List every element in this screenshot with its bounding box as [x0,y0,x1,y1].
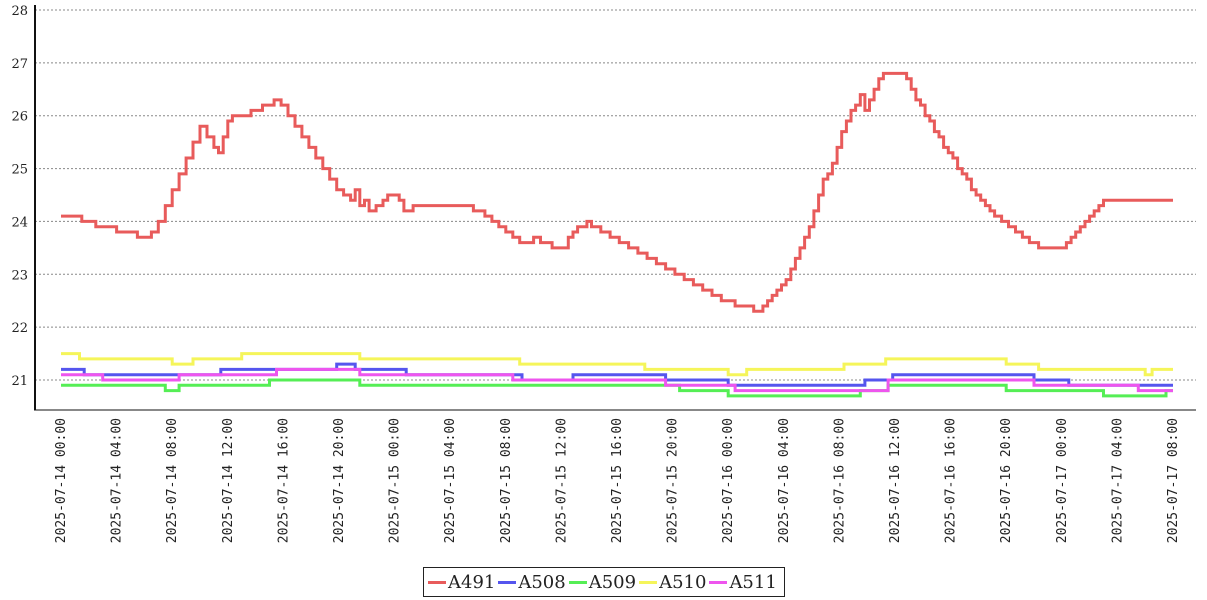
y-tick-label: 23 [11,268,28,283]
series-line-a509 [61,378,1173,398]
x-tick-label: 2025-07-15 04:00 [443,418,458,543]
series-line-a510 [61,352,1173,377]
x-tick-label: 2025-07-14 04:00 [110,418,125,543]
x-tick-label: 2025-07-15 00:00 [388,418,403,543]
legend-swatch [639,580,658,584]
series-line-a491 [61,71,1173,313]
x-tick-label: 2025-07-17 08:00 [1166,418,1181,543]
x-tick-label: 2025-07-16 16:00 [944,418,959,543]
series-line-a511 [61,367,1173,393]
y-tick-label: 25 [11,163,28,178]
x-tick-label: 2025-07-14 20:00 [332,418,347,543]
y-tick-label: 24 [11,215,28,230]
legend-swatch [428,580,446,584]
legend-label: A510 [659,571,707,593]
legend-item-a511: A511 [709,571,777,593]
legend-label: A508 [518,571,566,593]
legend-item-a509: A509 [568,571,637,593]
x-tick-label: 2025-07-16 00:00 [721,418,736,543]
x-tick-label: 2025-07-15 12:00 [554,418,569,543]
x-tick-label: 2025-07-14 08:00 [165,418,180,543]
x-tick-label: 2025-07-16 08:00 [832,418,847,543]
x-tick-label: 2025-07-14 12:00 [221,418,236,543]
x-axis: 2025-07-14 00:00 2025-07-14 04:00 2025-07-… [34,409,1196,543]
y-tick-label: 28 [11,4,28,19]
gridlines [35,9,1196,381]
y-axis: 21 22 23 24 25 26 27 28 [11,4,36,410]
legend-swatch [498,580,517,584]
legend-swatch [709,580,728,584]
legend-swatch [568,580,587,584]
legend-label: A509 [588,571,637,593]
legend-label: A491 [448,571,496,593]
series-lines [61,71,1173,398]
x-tick-label: 2025-07-17 00:00 [1055,418,1070,543]
x-tick-label: 2025-07-16 20:00 [999,418,1014,543]
legend-item-a510: A510 [639,572,706,593]
x-tick-label: 2025-07-14 16:00 [276,418,291,543]
x-tick-label: 2025-07-14 00:00 [54,418,69,543]
y-tick-label: 26 [11,110,28,125]
x-tick-label: 2025-07-16 04:00 [777,418,792,543]
x-tick-label: 2025-07-15 16:00 [610,418,625,543]
legend-label: A511 [729,571,777,593]
y-tick-label: 27 [11,57,28,72]
legend: A491 A508 A509 A510 A511 [423,567,785,597]
y-tick-label: 21 [11,374,28,389]
x-tick-label: 2025-07-16 12:00 [888,418,903,543]
x-tick-label: 2025-07-15 20:00 [666,418,681,543]
y-tick-label: 22 [11,321,28,336]
x-tick-label: 2025-07-15 08:00 [499,418,514,543]
legend-item-a508: A508 [498,571,566,593]
legend-item-a491: A491 [428,572,495,593]
x-tick-label: 2025-07-17 04:00 [1110,418,1125,543]
